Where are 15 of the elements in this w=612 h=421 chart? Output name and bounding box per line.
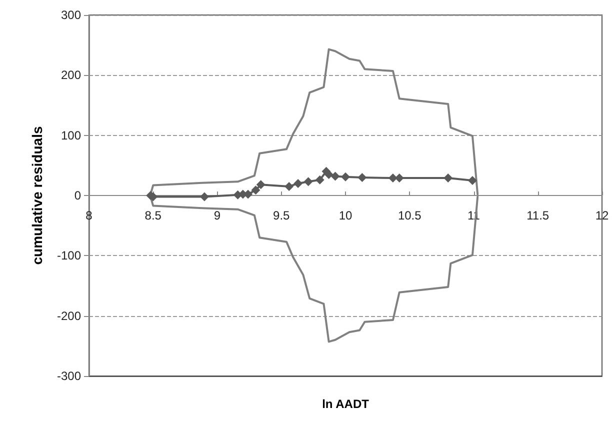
y-axis-title: cumulative residuals [29,126,45,265]
y-tick-label: 100 [60,128,82,142]
y-tick-label: 0 [74,188,82,202]
x-tick-label: 9.5 [273,208,290,222]
y-tick-label: 200 [60,68,82,82]
y-tick-label: -200 [56,308,82,323]
x-tick-label: 8.5 [144,208,162,222]
x-tick-label: 10 [338,208,352,222]
y-tick-label: 300 [60,8,82,22]
x-axis-title: ln AADT [322,397,370,411]
y-tick-label: -300 [56,369,82,383]
x-tick-label: 11.5 [526,208,550,222]
y-tick-label: -100 [56,248,82,263]
x-tick-label: 9 [214,208,221,222]
x-tick-label: 10.5 [398,208,422,222]
